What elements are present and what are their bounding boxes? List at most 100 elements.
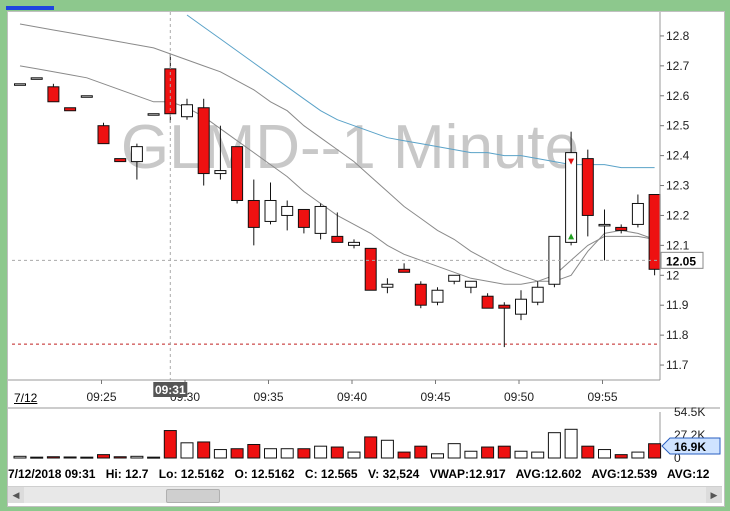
candle[interactable]	[231, 146, 244, 204]
price-tick-label: 11.8	[666, 328, 689, 342]
candle[interactable]	[531, 281, 544, 306]
candle[interactable]	[348, 239, 360, 249]
candle-body-down	[114, 158, 127, 163]
candle[interactable]	[431, 287, 444, 306]
candle[interactable]	[598, 209, 611, 261]
candle[interactable]	[515, 290, 527, 321]
candle[interactable]	[47, 83, 60, 103]
candle-body-up	[448, 274, 461, 282]
volume-bar	[564, 428, 578, 459]
candle-body-up	[130, 146, 143, 163]
candle[interactable]	[281, 200, 294, 231]
volume-bar	[230, 448, 244, 459]
candle[interactable]	[498, 302, 511, 348]
candle-body-up	[464, 280, 477, 288]
candle[interactable]	[314, 203, 327, 240]
volume-crosshair-flag	[661, 437, 721, 455]
volume-bar	[547, 432, 561, 459]
candle[interactable]	[615, 224, 628, 234]
volume-bar	[380, 439, 394, 459]
volume-bar	[514, 450, 528, 459]
volume-bar	[280, 448, 294, 459]
status-bar: 7/12/2018 09:31 Hi: 12.7 Lo: 12.5162 O: …	[8, 463, 722, 485]
volume-bar	[180, 442, 194, 459]
volume-bar	[247, 443, 261, 459]
volume-bar	[213, 449, 227, 459]
candle[interactable]	[414, 281, 427, 309]
candle-body-up	[348, 241, 360, 246]
candle[interactable]	[97, 122, 110, 145]
candle-body-up	[264, 199, 277, 222]
candle[interactable]	[264, 182, 277, 225]
candle[interactable]	[448, 274, 461, 285]
scroll-right-arrow-icon[interactable]: ▶	[706, 487, 722, 503]
price-tick-label: 11.7	[666, 358, 689, 372]
horizontal-scrollbar[interactable]: ◀ ▶	[8, 486, 722, 503]
volume-bar	[113, 456, 127, 459]
sell-signal-icon	[568, 158, 575, 165]
price-tick-label: 12.6	[666, 89, 690, 103]
candle[interactable]	[114, 158, 127, 163]
candle-body-up	[30, 77, 43, 80]
volume-bar	[97, 454, 110, 459]
date-label[interactable]: 7/12	[14, 391, 38, 405]
candle-body-down	[97, 125, 110, 145]
candle-body-down	[64, 107, 77, 112]
candle[interactable]	[14, 83, 26, 86]
volume-bar	[63, 456, 77, 459]
candle[interactable]	[130, 143, 143, 180]
volume-bar	[631, 451, 645, 459]
candle[interactable]	[464, 280, 477, 294]
candle[interactable]	[247, 179, 260, 246]
candle[interactable]	[364, 247, 377, 291]
time-tick-label: 09:50	[504, 390, 534, 404]
candle[interactable]	[648, 194, 661, 276]
candle[interactable]	[30, 77, 43, 80]
candle-body-up	[515, 298, 527, 315]
candle[interactable]	[331, 212, 344, 243]
candle[interactable]	[481, 293, 494, 309]
volume-bar	[614, 454, 628, 459]
candle[interactable]	[548, 235, 561, 288]
candle[interactable]	[181, 98, 193, 120]
candle-body-down	[47, 86, 60, 103]
candle[interactable]	[381, 278, 394, 294]
candle-body-up	[181, 104, 193, 118]
crosshair-time-label: 09:31	[155, 383, 186, 397]
candle[interactable]	[565, 131, 578, 246]
scroll-thumb[interactable]	[166, 489, 220, 503]
status-high: Hi: 12.7	[105, 467, 149, 481]
scroll-left-arrow-icon[interactable]: ◀	[8, 487, 24, 503]
candle[interactable]	[214, 125, 227, 180]
candle[interactable]	[64, 107, 77, 112]
candle-body-up	[214, 170, 227, 175]
volume-bar	[330, 446, 344, 459]
price-tick-label: 12.5	[666, 119, 690, 133]
status-open: O: 12.5162	[234, 467, 295, 481]
volume-bar	[314, 445, 328, 459]
candle[interactable]	[297, 208, 310, 234]
candle[interactable]	[631, 194, 644, 228]
volume-bar	[364, 436, 378, 459]
candle-body-down	[197, 107, 210, 175]
candle[interactable]	[398, 263, 411, 273]
candle[interactable]	[147, 113, 160, 116]
candle[interactable]	[80, 95, 93, 98]
volume-bar	[264, 448, 277, 459]
price-tick-label: 12.4	[666, 149, 690, 163]
candle-body-down	[648, 194, 661, 270]
candle-body-up	[281, 205, 294, 216]
candle-body-down	[481, 295, 494, 309]
time-tick-label: 09:35	[253, 390, 283, 404]
candle[interactable]	[164, 53, 177, 123]
window-accent-bar	[6, 6, 54, 10]
price-tick-label: 11.9	[666, 298, 689, 312]
volume-bar	[464, 450, 478, 459]
candle[interactable]	[197, 98, 210, 186]
candle-body-down	[297, 208, 310, 228]
candle[interactable]	[581, 149, 594, 237]
volume-bar	[648, 443, 662, 459]
volume-bar	[414, 445, 428, 459]
